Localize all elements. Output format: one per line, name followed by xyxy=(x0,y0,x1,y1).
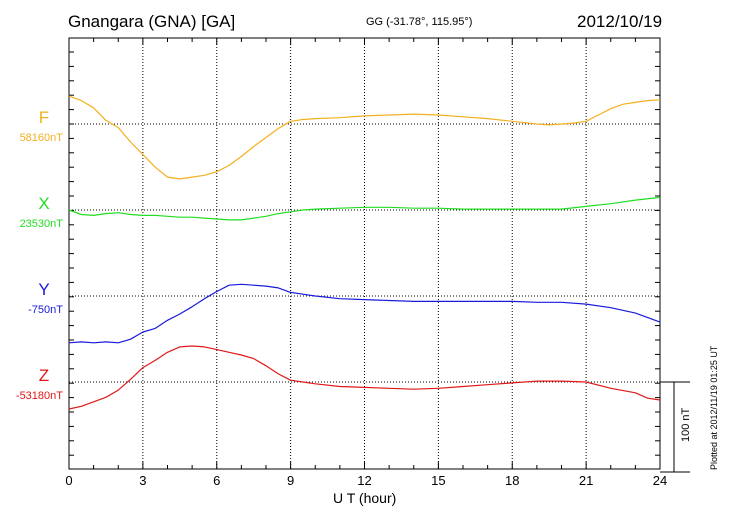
plotted-at-note: Plotted at 2012/11/19 01:25 UT xyxy=(709,345,719,470)
x-tick-label: 12 xyxy=(357,473,371,488)
x-axis-label: U T (hour) xyxy=(333,490,397,506)
x-tick-label: 9 xyxy=(287,473,294,488)
series-line-z xyxy=(68,345,661,410)
x-tick-label: 6 xyxy=(213,473,220,488)
x-tick-label: 21 xyxy=(579,473,593,488)
x-tick-label: 24 xyxy=(653,473,667,488)
series-line-y xyxy=(68,283,661,344)
series-name-f: F xyxy=(38,108,50,127)
series-baseline-y: -750nT xyxy=(28,304,63,316)
series-line-x xyxy=(68,196,661,221)
geographic-coordinates: GG (-31.78°, 115.95°) xyxy=(366,16,473,28)
station-title: Gnangara (GNA) [GA] xyxy=(68,12,236,31)
x-tick-label: 0 xyxy=(65,473,72,488)
series-line-f xyxy=(68,95,661,180)
series-baseline-x: 23530nT xyxy=(19,218,63,230)
x-tick-label: 18 xyxy=(505,473,519,488)
scale-bar-label: 100 nT xyxy=(680,407,692,442)
series-baseline-f: 58160nT xyxy=(19,132,63,144)
x-tick-label: 15 xyxy=(431,473,445,488)
series-name-y: Y xyxy=(38,280,50,299)
series-name-x: X xyxy=(38,194,50,213)
series-name-z: Z xyxy=(38,366,50,385)
series-baseline-z: -53180nT xyxy=(15,390,63,402)
x-tick-label: 3 xyxy=(139,473,146,488)
chart-date: 2012/10/19 xyxy=(577,12,663,31)
